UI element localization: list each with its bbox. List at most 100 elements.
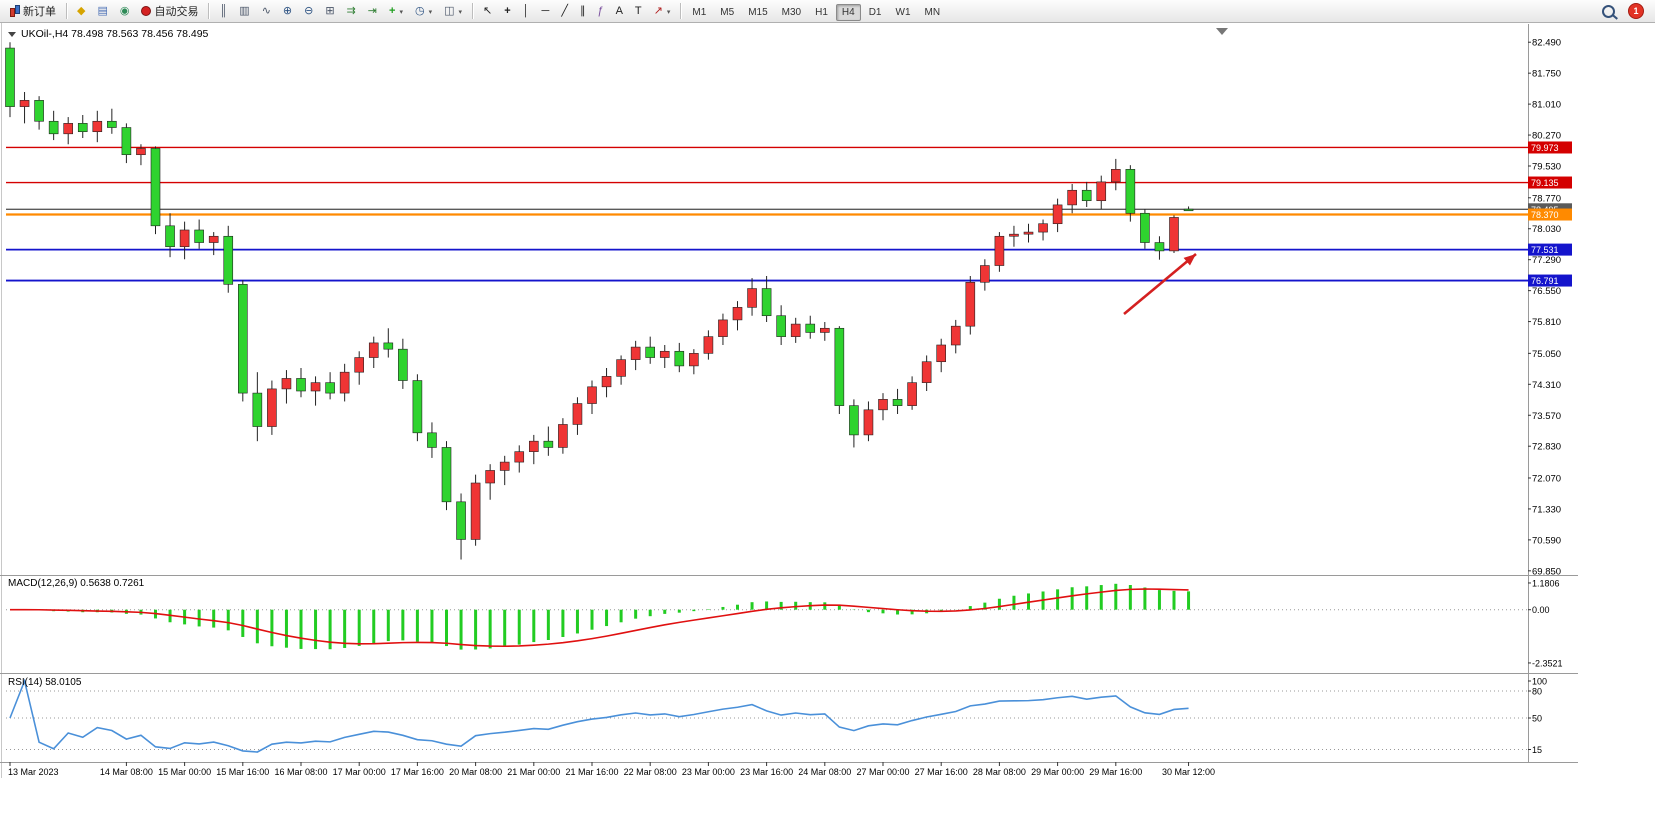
svg-text:15 Mar 00:00: 15 Mar 00:00 (158, 767, 211, 777)
toolbar: 新订单 ◆ ▤ ◉ 自动交易 ║ ▥ ∿ ⊕ ⊖ ⊞ ⇉ ⇥ + ▾ ◷ ▾ ◫ ▾ ↖ + │ ─ ╱ ∥ ƒ A T ↗ ▾ … (0, 0, 1655, 23)
zoom-out-button[interactable]: ⊖ (299, 2, 318, 21)
arrows-tool-dropdown-icon: ▾ (666, 8, 671, 16)
toolbar-right-group: 1 (1602, 3, 1652, 19)
svg-text:24 Mar 08:00: 24 Mar 08:00 (798, 767, 851, 777)
timeframe-m15-button[interactable]: M15 (742, 4, 773, 21)
timeframe-m5-button[interactable]: M5 (714, 4, 740, 21)
macd-indicator-label: MACD(12,26,9) 0.5638 0.7261 (8, 578, 145, 589)
zoom-in-button[interactable]: ⊕ (278, 2, 297, 21)
timeframe-m1-button[interactable]: M1 (686, 4, 712, 21)
crosshair-button[interactable]: + (499, 2, 515, 21)
timeframe-h1-button[interactable]: H1 (809, 4, 834, 21)
svg-text:76.550: 76.550 (1532, 286, 1561, 297)
crosshair-icon: + (504, 5, 511, 17)
svg-text:20 Mar 08:00: 20 Mar 08:00 (449, 767, 502, 777)
svg-text:81.750: 81.750 (1532, 69, 1561, 80)
timeframe-m30-button[interactable]: M30 (776, 4, 807, 21)
equidistant-channel-icon: ∥ (579, 5, 586, 17)
fibonacci-button[interactable]: ƒ (592, 2, 608, 21)
indicators-add-dropdown-icon: ▾ (399, 8, 403, 16)
rsi-line (9, 678, 1189, 753)
market-watch-button[interactable]: ◆ (72, 2, 90, 21)
auto-scroll-icon: ⇉ (346, 5, 356, 17)
timeframe-h4-button[interactable]: H4 (835, 3, 861, 21)
arrow-annotation[interactable] (1123, 253, 1197, 315)
trendline-icon: ╱ (561, 5, 568, 17)
bar-chart-icon: ║ (219, 5, 228, 17)
chart-shift-button[interactable]: ⇥ (363, 2, 382, 21)
cursor-button[interactable]: ↖ (478, 2, 497, 21)
auto-trading-button[interactable]: 自动交易 (136, 2, 203, 21)
svg-text:73.570: 73.570 (1532, 411, 1561, 422)
arrows-tool-button[interactable]: ↗ ▾ (649, 2, 676, 21)
svg-text:17 Mar 16:00: 17 Mar 16:00 (391, 767, 444, 777)
symbol-ohlc-title: UKOil-,H4 78.498 78.563 78.456 78.495 (21, 28, 209, 40)
fibonacci-icon: ƒ (597, 5, 604, 17)
notification-badge[interactable]: 1 (1628, 3, 1644, 19)
timeframe-w1-button[interactable]: W1 (890, 4, 917, 21)
price-tag-77.531 (1528, 243, 1572, 256)
new-order-label: 新订单 (23, 6, 56, 18)
price-axis[interactable]: 82.490 81.750 81.010 80.270 79.530 78.770 78.0… (1528, 38, 1572, 578)
new-order-button[interactable]: 新订单 (4, 2, 61, 21)
macd-signal-line (9, 588, 1189, 648)
text-label-button[interactable]: T (630, 2, 647, 21)
new-order-icon (9, 5, 20, 17)
svg-text:79.530: 79.530 (1532, 162, 1561, 173)
time-axis[interactable]: 13 Mar 2023 14 Mar 08:00 15 Mar 00:00 15 Ma… (8, 762, 1215, 777)
svg-text:79.135: 79.135 (1531, 178, 1559, 188)
svg-text:30 Mar 12:00: 30 Mar 12:00 (1162, 767, 1215, 777)
vertical-line-button[interactable]: │ (518, 2, 535, 21)
svg-text:0.00: 0.00 (1532, 605, 1550, 615)
svg-text:1.1806: 1.1806 (1532, 578, 1560, 588)
svg-text:23 Mar 00:00: 23 Mar 00:00 (682, 767, 735, 777)
svg-text:80.270: 80.270 (1532, 131, 1561, 142)
svg-text:80: 80 (1532, 687, 1542, 697)
templates-icon: ◫ (444, 5, 455, 17)
chart-title: UKOil-,H4 78.498 78.563 78.456 78.495 (8, 28, 208, 40)
svg-text:22 Mar 08:00: 22 Mar 08:00 (624, 767, 677, 777)
one-click-trading-toggle-icon[interactable] (8, 31, 16, 37)
horizontal-level-lines[interactable] (6, 146, 1528, 282)
data-window-button[interactable]: ▤ (92, 2, 112, 21)
templates-dropdown-icon: ▾ (458, 8, 462, 16)
bar-chart-button[interactable]: ║ (214, 2, 232, 21)
line-chart-button[interactable]: ∿ (257, 2, 276, 21)
svg-text:78.370: 78.370 (1531, 210, 1559, 220)
timeframe-d1-button[interactable]: D1 (863, 4, 888, 21)
auto-scroll-button[interactable]: ⇉ (342, 2, 361, 21)
macd-panel[interactable]: 1.1806 0.00 -2.3521 (6, 578, 1563, 668)
svg-text:21 Mar 16:00: 21 Mar 16:00 (565, 767, 618, 777)
svg-text:23 Mar 16:00: 23 Mar 16:00 (740, 767, 793, 777)
svg-text:27 Mar 00:00: 27 Mar 00:00 (856, 767, 909, 777)
text-button[interactable]: A (611, 2, 628, 21)
templates-button[interactable]: ◫ ▾ (439, 2, 467, 21)
svg-text:27 Mar 16:00: 27 Mar 16:00 (915, 767, 968, 777)
candlesticks (5, 42, 1194, 560)
cursor-icon: ↖ (483, 5, 493, 17)
grid-button[interactable]: ⊞ (320, 2, 339, 21)
svg-text:77.531: 77.531 (1531, 245, 1559, 255)
candlestick-chart-button[interactable]: ▥ (234, 2, 254, 21)
periods-dropdown-icon: ▾ (428, 8, 433, 16)
price-tag-76.791 (1528, 274, 1572, 287)
zoom-out-icon: ⊖ (304, 5, 314, 17)
search-icon[interactable] (1602, 4, 1615, 18)
horizontal-line-button[interactable]: ─ (537, 2, 555, 21)
toolbar-separator (208, 3, 210, 19)
chart-shift-marker-icon[interactable] (1216, 28, 1228, 35)
indicators-add-button[interactable]: + ▾ (384, 2, 408, 21)
equidistant-channel-button[interactable]: ∥ (575, 2, 591, 21)
svg-text:78.770: 78.770 (1532, 193, 1561, 204)
navigator-button[interactable]: ◉ (115, 2, 135, 21)
toolbar-separator (66, 3, 67, 19)
chart-shift-icon: ⇥ (367, 5, 377, 17)
trendline-button[interactable]: ╱ (556, 2, 573, 21)
svg-text:100: 100 (1532, 677, 1547, 687)
price-tag-79.135 (1528, 176, 1572, 189)
timeframe-mn-button[interactable]: MN (919, 4, 947, 21)
periods-button[interactable]: ◷ ▾ (410, 2, 437, 21)
vertical-line-icon: │ (522, 5, 530, 17)
